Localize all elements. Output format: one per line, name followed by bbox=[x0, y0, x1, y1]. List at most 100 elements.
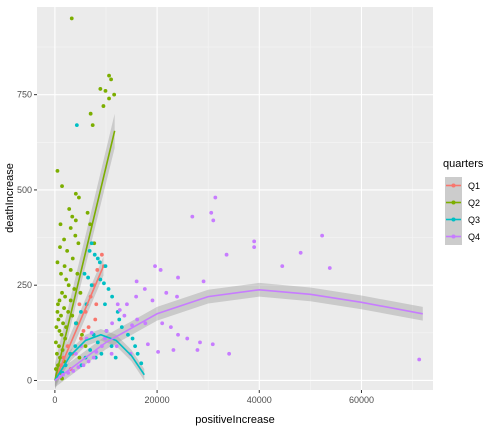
data-point-q4 bbox=[143, 321, 148, 326]
legend-key-point bbox=[451, 200, 456, 205]
data-point-q4 bbox=[171, 348, 176, 352]
legend-key-point bbox=[451, 234, 456, 239]
data-point-q2 bbox=[58, 222, 63, 227]
data-point-q2 bbox=[59, 332, 64, 337]
data-point-q4 bbox=[135, 317, 140, 322]
trend-line-q1 bbox=[54, 265, 105, 381]
data-point-q4 bbox=[117, 308, 122, 312]
data-point-q4 bbox=[89, 330, 94, 335]
data-point-q4 bbox=[156, 349, 160, 354]
data-point-q2 bbox=[72, 287, 77, 291]
data-point-q2 bbox=[68, 268, 73, 272]
data-point-q2 bbox=[70, 256, 75, 261]
data-point-q4 bbox=[190, 214, 195, 219]
data-point-q4 bbox=[122, 313, 127, 318]
data-point-q3 bbox=[73, 321, 78, 326]
data-point-q3 bbox=[89, 283, 94, 288]
data-point-q2 bbox=[98, 87, 103, 91]
legend-entry-q3: Q3 bbox=[445, 211, 480, 228]
x-tick-label: 60000 bbox=[349, 395, 374, 405]
data-point-q2 bbox=[55, 309, 60, 314]
data-point-q4 bbox=[213, 195, 218, 200]
data-point-q2 bbox=[73, 233, 78, 238]
data-point-q4 bbox=[109, 351, 114, 356]
data-point-q2 bbox=[83, 344, 88, 349]
data-point-q2 bbox=[66, 309, 71, 314]
data-point-q2 bbox=[67, 207, 72, 211]
y-axis-label: deathIncrease bbox=[4, 163, 16, 233]
data-point-q3 bbox=[102, 281, 106, 286]
data-point-q3 bbox=[119, 325, 124, 330]
data-point-q2 bbox=[78, 290, 83, 295]
data-point-q4 bbox=[298, 250, 303, 255]
x-axis-label: positiveIncrease bbox=[195, 414, 275, 426]
data-point-q3 bbox=[87, 249, 92, 253]
data-point-q2 bbox=[90, 123, 95, 128]
data-point-q1 bbox=[95, 268, 100, 272]
data-point-q2 bbox=[85, 210, 90, 215]
data-point-q2 bbox=[55, 168, 60, 173]
data-point-q3 bbox=[99, 351, 104, 356]
legend-entry-q2: Q2 bbox=[445, 194, 480, 211]
data-point-q1 bbox=[93, 317, 98, 322]
data-point-q2 bbox=[56, 302, 60, 307]
data-point-q1 bbox=[77, 302, 82, 307]
trend-lines bbox=[54, 130, 423, 382]
data-point-q1 bbox=[86, 325, 91, 330]
data-point-q1 bbox=[79, 336, 83, 341]
data-point-q2 bbox=[63, 294, 68, 299]
x-tick-label: 20000 bbox=[145, 395, 170, 405]
x-tick-label: 0 bbox=[52, 395, 57, 405]
data-point-q2 bbox=[107, 73, 111, 78]
data-point-q3 bbox=[89, 241, 94, 246]
data-point-q2 bbox=[55, 260, 60, 265]
data-point-q2 bbox=[62, 306, 66, 310]
data-point-q4 bbox=[76, 365, 81, 370]
y-tick-label: 500 bbox=[17, 185, 32, 195]
data-point-q2 bbox=[69, 16, 74, 21]
data-point-q4 bbox=[280, 264, 285, 269]
data-point-q2 bbox=[54, 325, 59, 330]
data-point-q3 bbox=[130, 336, 135, 341]
data-point-q4 bbox=[125, 302, 129, 307]
data-point-q2 bbox=[57, 329, 62, 333]
data-point-q2 bbox=[76, 195, 81, 200]
data-point-q4 bbox=[201, 279, 206, 284]
data-point-q3 bbox=[92, 252, 97, 257]
data-point-q2 bbox=[109, 77, 113, 82]
data-point-q2 bbox=[70, 214, 75, 219]
data-point-q4 bbox=[210, 342, 215, 347]
data-point-q2 bbox=[57, 344, 61, 349]
data-point-q3 bbox=[82, 271, 87, 276]
data-point-q4 bbox=[104, 329, 109, 333]
data-point-q4 bbox=[198, 340, 202, 345]
data-point-q2 bbox=[61, 321, 65, 326]
data-point-q3 bbox=[135, 351, 140, 356]
data-point-q2 bbox=[62, 237, 66, 242]
legend-entry-q1: Q1 bbox=[445, 177, 480, 194]
data-point-q4 bbox=[158, 268, 163, 272]
data-point-q3 bbox=[133, 344, 138, 349]
data-point-q4 bbox=[195, 348, 200, 352]
data-point-q1 bbox=[94, 302, 99, 307]
data-point-q3 bbox=[110, 294, 115, 299]
data-point-q2 bbox=[77, 355, 82, 360]
data-point-q3 bbox=[95, 256, 100, 261]
data-point-q4 bbox=[168, 325, 173, 330]
data-point-q4 bbox=[114, 344, 119, 349]
data-point-q3 bbox=[79, 309, 83, 314]
data-point-q4 bbox=[224, 252, 229, 257]
data-point-q4 bbox=[103, 336, 107, 341]
data-point-q2 bbox=[73, 191, 78, 196]
data-point-q3 bbox=[113, 355, 118, 360]
grid-lines bbox=[37, 7, 433, 390]
data-point-q1 bbox=[99, 252, 104, 257]
data-point-q2 bbox=[103, 88, 108, 93]
data-point-q2 bbox=[88, 222, 93, 227]
y-tick-label: 0 bbox=[27, 375, 32, 385]
plot-panel bbox=[37, 7, 433, 390]
data-point-q4 bbox=[134, 294, 139, 299]
data-point-q2 bbox=[58, 245, 62, 249]
legend-entry-q4: Q4 bbox=[445, 228, 480, 245]
x-axis: 0 20000 40000 60000 bbox=[52, 390, 374, 405]
